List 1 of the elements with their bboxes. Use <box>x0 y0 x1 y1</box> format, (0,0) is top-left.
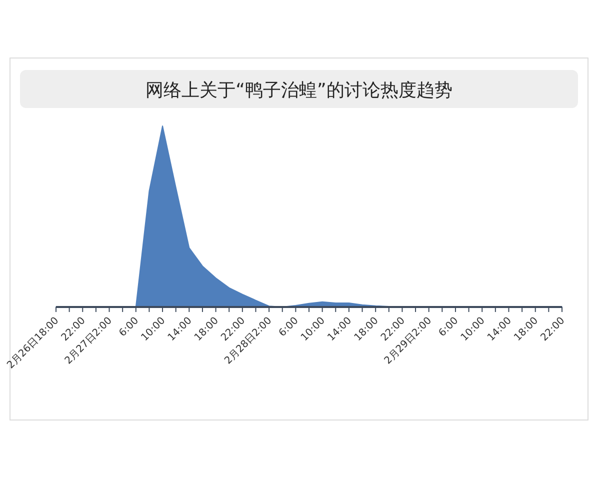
chart-title: 网络上关于“鸭子治蝗”的讨论热度趋势 <box>146 80 452 101</box>
